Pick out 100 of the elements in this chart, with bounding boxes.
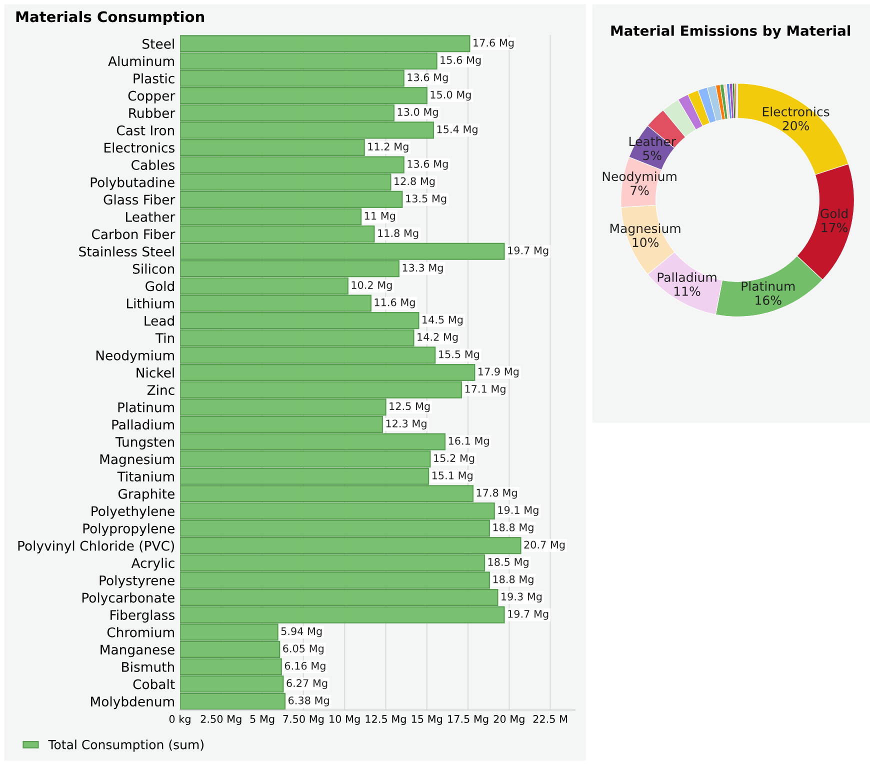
y-tick-label: Steel — [142, 38, 174, 49]
y-tick-label: Platinum — [118, 402, 174, 412]
x-tick-label: 0 kg — [169, 714, 190, 725]
y-tick-label: Aluminum — [108, 56, 174, 66]
data-label: 15.4 Mg — [437, 125, 478, 136]
y-tick-label: Chromium — [107, 627, 174, 638]
data-label: 17.9 Mg — [478, 368, 519, 378]
data-label: 20% — [782, 120, 809, 130]
data-label: 20.7 Mg — [524, 540, 565, 551]
y-tick-label: Plastic — [134, 73, 174, 84]
y-tick-label: Leather — [126, 212, 176, 222]
y-tick-label: Glass Fiber — [104, 194, 176, 205]
y-tick-label: Stainless Steel — [79, 246, 174, 257]
data-label: 11.8 Mg — [378, 229, 418, 240]
chart-title: Materials Consumption — [16, 10, 204, 26]
data-label: 19.7 Mg — [508, 246, 548, 256]
x-tick-label: 2.50 Mg — [200, 715, 242, 725]
x-tick-label: 10 Mg — [330, 715, 360, 725]
data-label: 13.3 Mg — [402, 264, 443, 274]
data-label: 6.38 Mg — [288, 696, 329, 706]
data-label: 15.2 Mg — [434, 454, 474, 464]
y-tick-label: Lithium — [127, 298, 174, 308]
x-tick-label: 5 Mg — [250, 715, 274, 725]
y-tick-label: Lead — [144, 316, 174, 326]
y-tick-label: Polycarbonate — [82, 592, 174, 606]
y-tick-label: Polyvinyl Chloride (PVC) — [18, 540, 174, 554]
y-tick-label: Acrylic — [131, 558, 174, 571]
data-label: 11.6 Mg — [374, 298, 415, 308]
y-tick-label: Cast Iron — [116, 125, 174, 136]
data-label: 17% — [822, 222, 848, 232]
x-tick-label: 20 Mg — [494, 715, 524, 725]
y-tick-label: Polystyrene — [100, 575, 174, 588]
data-label: 13.0 Mg — [398, 108, 438, 118]
data-label: 15.0 Mg — [430, 90, 471, 101]
y-tick-label: Zinc — [147, 384, 174, 396]
data-label: 19.7 Mg — [508, 610, 548, 620]
x-tick-label: 22.5 M — [533, 715, 568, 723]
data-label: 19.1 Mg — [498, 506, 538, 516]
y-tick-label: Gold — [146, 280, 174, 292]
y-tick-label: Copper — [128, 90, 176, 104]
y-tick-label: Rubber — [129, 108, 176, 118]
y-tick-label: Fiberglass — [110, 610, 174, 623]
slice-label: Platinum — [742, 281, 795, 291]
data-label: 10% — [632, 238, 658, 248]
data-label: 6.16 Mg — [284, 662, 326, 672]
y-tick-label: Carbon Fiber — [92, 229, 176, 240]
data-label: 18.8 Mg — [493, 575, 534, 586]
y-tick-label: Silicon — [132, 264, 174, 274]
y-tick-label: Nickel — [136, 367, 174, 378]
slice-label: Gold — [820, 208, 848, 218]
data-label: 11% — [674, 286, 700, 296]
y-tick-label: Tungsten — [115, 437, 174, 450]
data-label: 18.5 Mg — [488, 558, 528, 568]
y-tick-label: Tin — [155, 332, 174, 343]
y-tick-label: Palladium — [112, 419, 174, 430]
data-label: 10.2 Mg — [352, 281, 392, 291]
data-label: 18.8 Mg — [493, 523, 534, 534]
y-tick-label: Polybutadine — [90, 177, 174, 190]
y-tick-label: Cables — [132, 160, 174, 170]
y-tick-label: Cobalt — [133, 679, 175, 690]
data-label: 7% — [630, 186, 649, 196]
data-label: 5% — [643, 150, 662, 160]
data-label: 12.3 Mg — [386, 420, 426, 430]
data-label: 14.5 Mg — [422, 316, 463, 326]
data-label: 15.1 Mg — [432, 472, 472, 482]
data-label: 14.2 Mg — [418, 333, 458, 343]
data-label: 13.5 Mg — [406, 194, 446, 204]
slice-label: Palladium — [658, 272, 716, 282]
y-tick-label: Electronics — [104, 142, 174, 153]
data-label: 17.1 Mg — [465, 385, 506, 395]
legend-label: Total Consumption (sum) — [48, 740, 204, 752]
data-label: 16.1 Mg — [448, 436, 489, 447]
y-tick-label: Graphite — [118, 488, 174, 502]
data-label: 11.2 Mg — [368, 142, 408, 153]
y-tick-label: Bismuth — [122, 662, 174, 672]
y-tick-label: Magnesium — [100, 454, 174, 467]
data-label: 13.6 Mg — [408, 160, 448, 170]
x-tick-label: 15 Mg — [412, 715, 442, 725]
data-label: 15.6 Mg — [440, 56, 481, 66]
y-tick-label: Neodymium — [96, 350, 174, 363]
data-label: 11 Mg — [364, 212, 396, 222]
y-tick-label: Molybdenum — [91, 696, 174, 710]
data-label: 13.6 Mg — [408, 73, 448, 84]
x-tick-label: 17.5 Mg — [448, 715, 488, 725]
y-tick-label: Polypropylene — [83, 523, 174, 536]
data-label: 15.5 Mg — [439, 350, 480, 360]
data-label: 6.05 Mg — [283, 644, 324, 654]
x-tick-label: 12.5 Mg — [366, 715, 406, 725]
y-tick-label: Polyethylene — [92, 506, 174, 519]
y-tick-label: Titanium — [117, 471, 174, 482]
data-label: 12.8 Mg — [394, 177, 435, 188]
data-label: 12.5 Mg — [390, 402, 430, 412]
data-label: 16% — [756, 295, 782, 305]
data-label: 17.8 Mg — [476, 488, 517, 499]
data-label: 6.27 Mg — [286, 679, 328, 690]
data-label: 5.94 Mg — [281, 627, 322, 638]
x-tick-label: 7.50 Mg — [283, 715, 324, 725]
data-label: 17.6 Mg — [474, 38, 514, 49]
y-tick-label: Manganese — [100, 644, 174, 658]
chart-title: Material Emissions by Material — [611, 25, 850, 39]
